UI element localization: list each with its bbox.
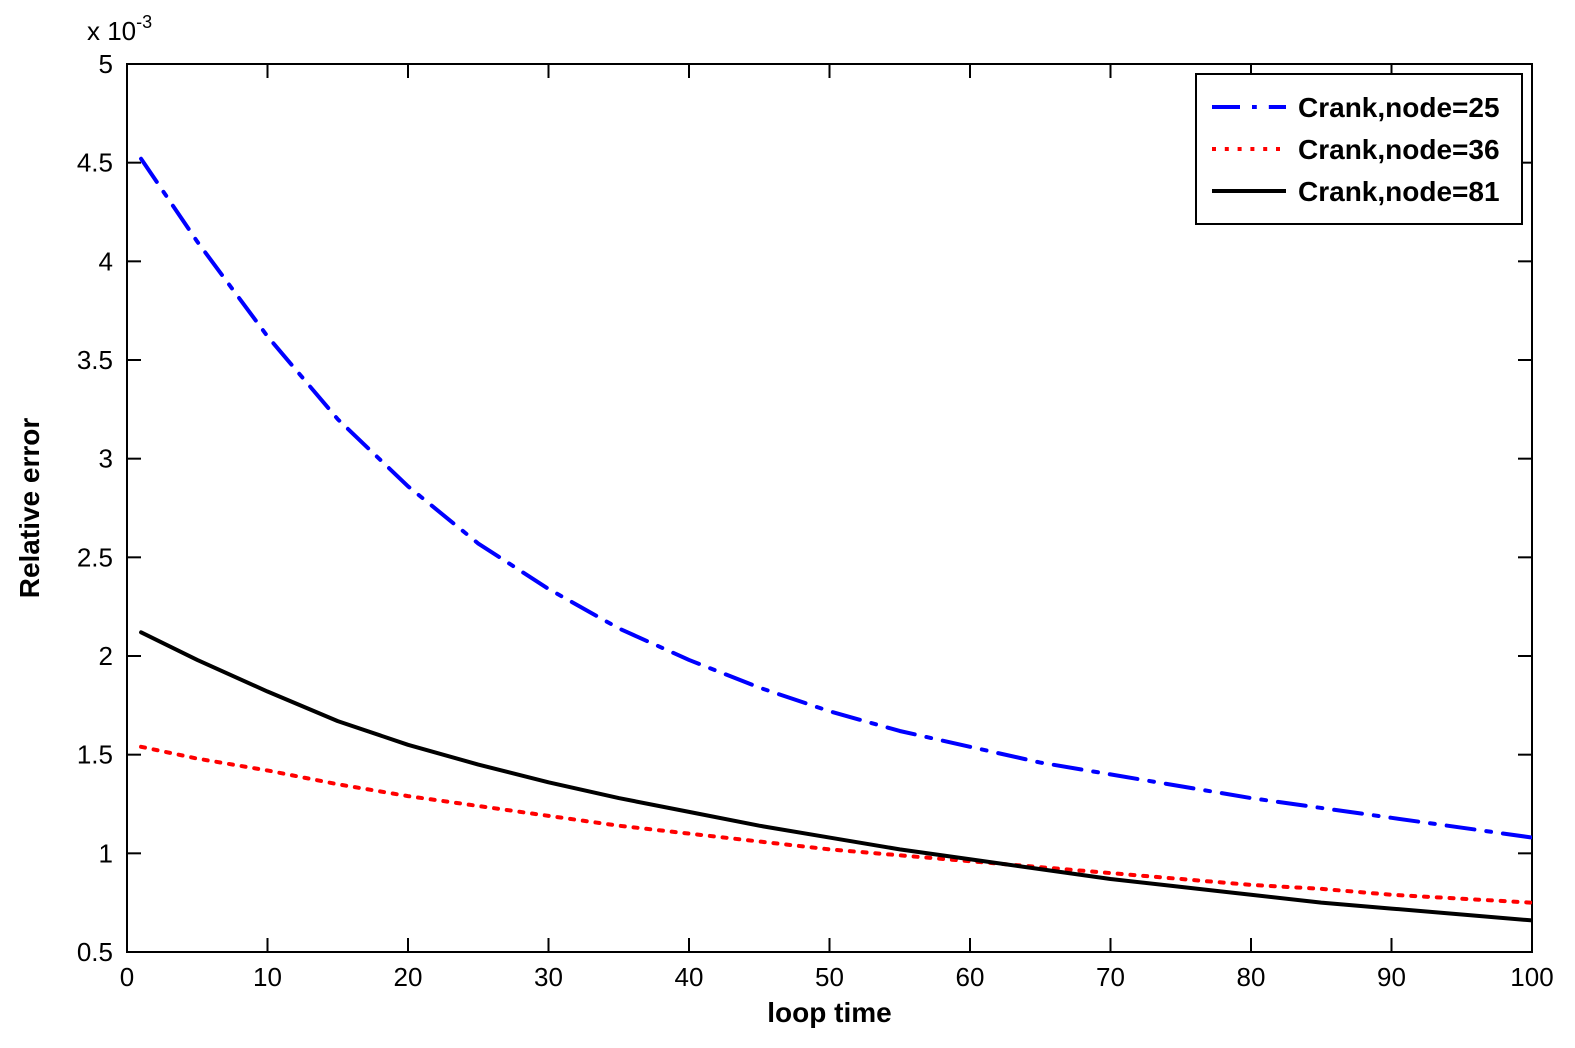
- xtick-label: 100: [1510, 962, 1553, 992]
- xtick-label: 20: [394, 962, 423, 992]
- xtick-label: 60: [956, 962, 985, 992]
- legend-label-0: Crank,node=25: [1298, 92, 1500, 123]
- x-axis-label: loop time: [767, 997, 891, 1028]
- ytick-label: 3: [99, 444, 113, 474]
- ytick-label: 0.5: [77, 937, 113, 967]
- line-chart: 0 10 20 30 40 50 60 70 80 90 100 0.5 1 1.5 2 2.5 3 3.5 4 4.…: [0, 0, 1575, 1048]
- ytick-label: 4: [99, 246, 113, 276]
- xtick-label: 50: [815, 962, 844, 992]
- xtick-label: 70: [1096, 962, 1125, 992]
- xtick-label: 30: [534, 962, 563, 992]
- xtick-label: 10: [253, 962, 282, 992]
- ytick-label: 3.5: [77, 345, 113, 375]
- xtick-label: 80: [1237, 962, 1266, 992]
- legend-label-1: Crank,node=36: [1298, 134, 1500, 165]
- ytick-label: 4.5: [77, 148, 113, 178]
- ytick-label: 1.5: [77, 740, 113, 770]
- ytick-label: 2.5: [77, 542, 113, 572]
- y-axis-label: Relative error: [14, 418, 45, 599]
- chart-container: 0 10 20 30 40 50 60 70 80 90 100 0.5 1 1.5 2 2.5 3 3.5 4 4.…: [0, 0, 1575, 1048]
- ytick-label: 5: [99, 49, 113, 79]
- xtick-label: 0: [120, 962, 134, 992]
- legend: Crank,node=25 Crank,node=36 Crank,node=81: [1196, 74, 1522, 224]
- legend-label-2: Crank,node=81: [1298, 176, 1500, 207]
- xtick-label: 90: [1377, 962, 1406, 992]
- ytick-label: 2: [99, 641, 113, 671]
- ytick-label: 1: [99, 838, 113, 868]
- xtick-label: 40: [675, 962, 704, 992]
